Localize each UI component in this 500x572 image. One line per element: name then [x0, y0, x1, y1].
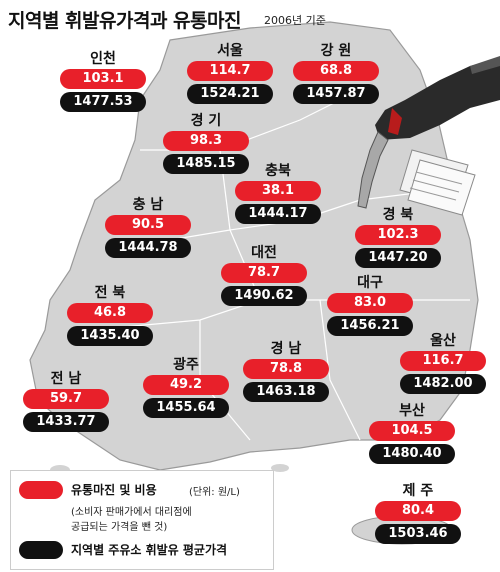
price-value: 1477.53	[60, 92, 146, 112]
region-gangwon: 강 원 68.8 1457.87	[288, 42, 384, 104]
region-name: 광주	[173, 357, 199, 373]
region-jeju: 제 주 80.4 1503.46	[370, 482, 466, 544]
region-jeonnam: 전 남 59.7 1433.77	[18, 370, 114, 432]
margin-value: 104.5	[369, 421, 455, 441]
price-value: 1490.62	[221, 286, 307, 306]
price-value: 1447.20	[355, 248, 441, 268]
price-value: 1444.17	[235, 204, 321, 224]
region-gyeonggi: 경 기 98.3 1485.15	[158, 112, 254, 174]
region-name: 충 남	[132, 197, 164, 213]
legend: 유통마진 및 비용 (단위: 원/L) (소비자 판매가에서 대리점에 공급되는…	[10, 470, 274, 570]
region-jeonbuk: 전 북 46.8 1435.40	[62, 284, 158, 346]
margin-value: 103.1	[60, 69, 146, 89]
mainland-shape	[29, 21, 479, 471]
region-daegu: 대구 83.0 1456.21	[322, 274, 418, 336]
region-name: 충북	[265, 163, 291, 179]
legend-unit: (단위: 원/L)	[189, 487, 240, 498]
region-incheon: 인천 103.1 1477.53	[55, 50, 151, 112]
price-value: 1503.46	[375, 524, 461, 544]
legend-note-line2: 공급되는 가격을 뺀 것)	[71, 522, 168, 533]
region-chungnam: 충 남 90.5 1444.78	[100, 196, 196, 258]
legend-margin-label: 유통마진 및 비용	[71, 483, 157, 497]
price-value: 1485.15	[163, 154, 249, 174]
margin-value: 102.3	[355, 225, 441, 245]
receipts-icon	[399, 149, 476, 216]
margin-value: 114.7	[187, 61, 273, 81]
region-name: 서울	[217, 43, 243, 59]
region-name: 대전	[251, 245, 277, 261]
region-daejeon: 대전 78.7 1490.62	[216, 244, 312, 306]
price-value: 1433.77	[23, 412, 109, 432]
region-name: 강 원	[320, 43, 352, 59]
price-value: 1456.21	[327, 316, 413, 336]
region-name: 경 북	[382, 207, 414, 223]
region-gwangju: 광주 49.2 1455.64	[138, 356, 234, 418]
region-name: 전 남	[50, 371, 82, 387]
region-gyeongnam: 경 남 78.8 1463.18	[238, 340, 334, 402]
price-value: 1435.40	[67, 326, 153, 346]
region-chungbuk: 충북 38.1 1444.17	[230, 162, 326, 224]
price-value: 1482.00	[400, 374, 486, 394]
margin-value: 49.2	[143, 375, 229, 395]
margin-value: 98.3	[163, 131, 249, 151]
margin-value: 116.7	[400, 351, 486, 371]
price-value: 1444.78	[105, 238, 191, 258]
fuel-nozzle-icon	[357, 56, 500, 209]
region-name: 인천	[90, 51, 116, 67]
region-seoul: 서울 114.7 1524.21	[182, 42, 278, 104]
margin-value: 90.5	[105, 215, 191, 235]
price-value: 1455.64	[143, 398, 229, 418]
region-name: 제 주	[402, 483, 434, 499]
margin-value: 59.7	[23, 389, 109, 409]
region-gyeongbuk: 경 북 102.3 1447.20	[350, 206, 446, 268]
margin-value: 83.0	[327, 293, 413, 313]
margin-value: 78.7	[221, 263, 307, 283]
region-ulsan: 울산 116.7 1482.00	[395, 332, 491, 394]
margin-value: 78.8	[243, 359, 329, 379]
margin-value: 80.4	[375, 501, 461, 521]
price-value: 1457.87	[293, 84, 379, 104]
legend-note-line1: (소비자 판매가에서 대리점에	[71, 507, 192, 518]
region-name: 경 기	[190, 113, 222, 129]
region-name: 경 남	[270, 341, 302, 357]
legend-price-swatch	[19, 541, 63, 559]
margin-value: 68.8	[293, 61, 379, 81]
region-busan: 부산 104.5 1480.40	[364, 402, 460, 464]
price-value: 1480.40	[369, 444, 455, 464]
margin-value: 38.1	[235, 181, 321, 201]
price-value: 1524.21	[187, 84, 273, 104]
price-value: 1463.18	[243, 382, 329, 402]
page-title: 지역별 휘발유가격과 유통마진	[8, 10, 241, 32]
region-name: 울산	[430, 333, 456, 349]
legend-margin-swatch	[19, 481, 63, 499]
legend-price-label: 지역별 주유소 휘발유 평균가격	[71, 543, 228, 557]
region-name: 대구	[357, 275, 383, 291]
page-subtitle: 2006년 기준	[264, 14, 326, 27]
small-island	[271, 464, 289, 472]
region-name: 부산	[399, 403, 425, 419]
region-name: 전 북	[94, 285, 126, 301]
margin-value: 46.8	[67, 303, 153, 323]
